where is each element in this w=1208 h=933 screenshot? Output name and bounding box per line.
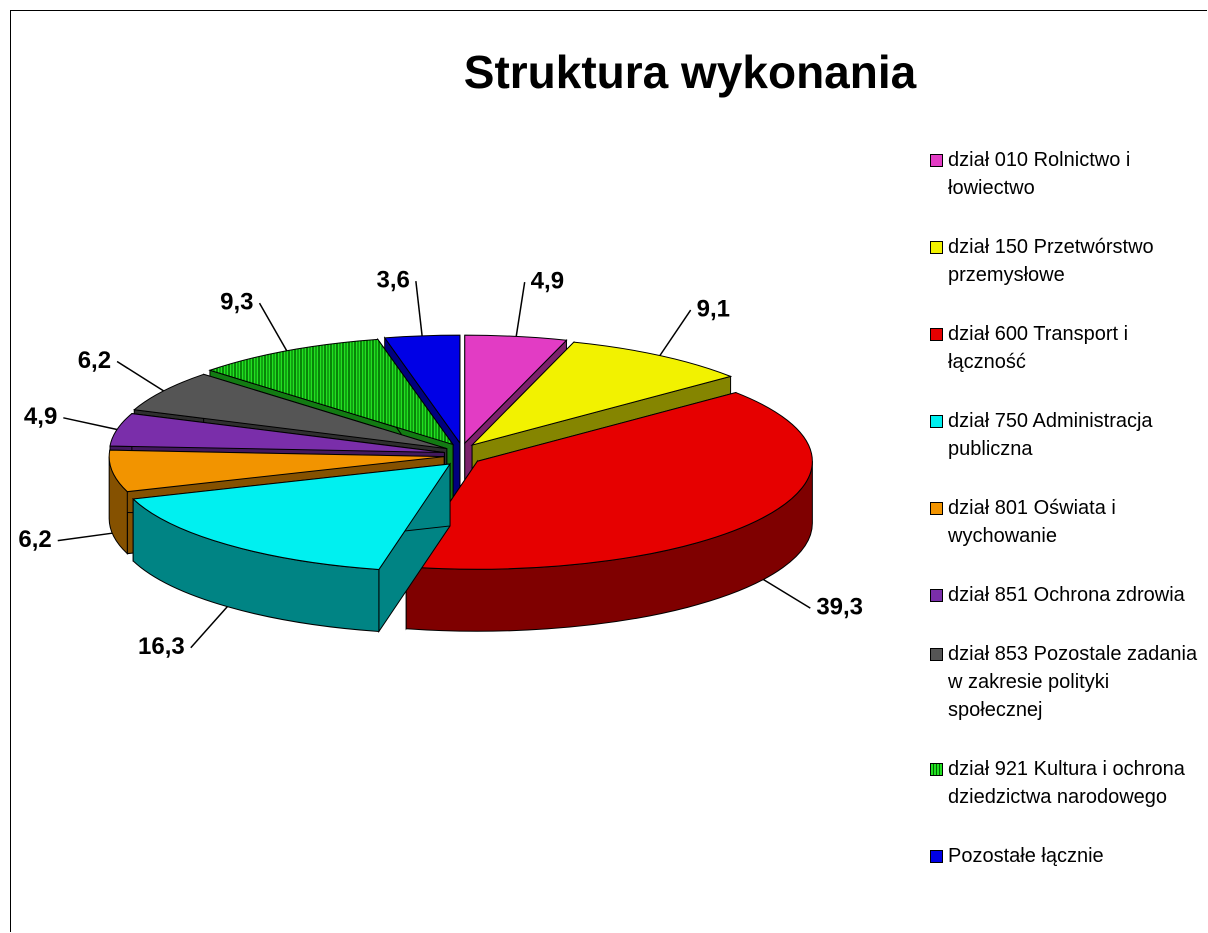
leader-line (57, 532, 113, 542)
slice (464, 334, 568, 445)
data-label: 39,3 (816, 593, 863, 620)
leader-line (258, 302, 288, 352)
legend-swatch (930, 154, 943, 167)
data-label: 6,2 (78, 347, 111, 374)
slice (405, 392, 813, 570)
legend-entry: dział 801 Oświata i wychowanie (930, 494, 1205, 550)
data-label: 3,6 (376, 266, 409, 293)
legend-label: dział 010 Rolnictwo i łowiectwo (948, 149, 1131, 199)
legend-entry: dział 010 Rolnictwo i łowiectwo (930, 146, 1205, 202)
legend-swatch (930, 502, 943, 515)
data-label: 4,9 (531, 267, 564, 294)
leader-line (415, 281, 423, 336)
legend-swatch (930, 850, 943, 863)
data-label: 6,2 (18, 526, 51, 553)
legend-entry: Pozostałe łącznie (930, 842, 1205, 870)
leader-line (515, 281, 526, 337)
legend-label: dział 801 Oświata i wychowanie (948, 497, 1116, 547)
data-label: 16,3 (138, 633, 185, 660)
leader-line (762, 578, 811, 609)
legend-label: dział 853 Pozostale zadania w zakresie p… (948, 643, 1198, 721)
legend-label: dział 921 Kultura i ochrona dziedzictwa … (948, 758, 1185, 808)
legend-swatch (930, 589, 943, 602)
legend-entry: dział 600 Transport i łączność (930, 320, 1205, 376)
legend-swatch (930, 763, 943, 776)
slice (133, 373, 447, 450)
legend-swatch (930, 415, 943, 428)
leader-line (116, 360, 164, 392)
legend-entry: dział 150 Przetwórstwo przemysłowe (930, 233, 1205, 289)
legend-entry: dział 851 Ochrona zdrowia (930, 581, 1205, 609)
legend: dział 010 Rolnictwo i łowiectwo dział 150… (930, 146, 1205, 901)
chart-title: Struktura wykonania (464, 46, 917, 98)
data-label: 9,3 (220, 288, 253, 315)
leader-line (659, 309, 692, 357)
data-label: 4,9 (24, 403, 57, 430)
leader-line (190, 606, 228, 649)
legend-label: dział 600 Transport i łączność (948, 323, 1129, 373)
legend-label: dział 150 Przetwórstwo przemysłowe (948, 236, 1154, 286)
legend-swatch (930, 328, 943, 341)
legend-entry: dział 921 Kultura i ochrona dziedzictwa … (930, 755, 1205, 811)
slice (208, 338, 455, 446)
slice (132, 463, 452, 571)
leader-line (63, 417, 118, 431)
legend-label: dział 750 Administracja publiczna (948, 410, 1153, 460)
slice (470, 341, 733, 447)
legend-entry: dział 750 Administracja publiczna (930, 407, 1205, 463)
slice (109, 413, 445, 453)
data-label: 9,1 (697, 295, 730, 322)
slice (108, 449, 445, 493)
legend-swatch (930, 648, 943, 661)
slice (383, 334, 461, 445)
legend-entry: dział 853 Pozostale zadania w zakresie p… (930, 640, 1205, 724)
legend-label: dział 851 Ochrona zdrowia (948, 584, 1185, 606)
chart-frame (10, 10, 1207, 932)
legend-swatch (930, 241, 943, 254)
legend-label: Pozostałe łącznie (948, 845, 1104, 867)
